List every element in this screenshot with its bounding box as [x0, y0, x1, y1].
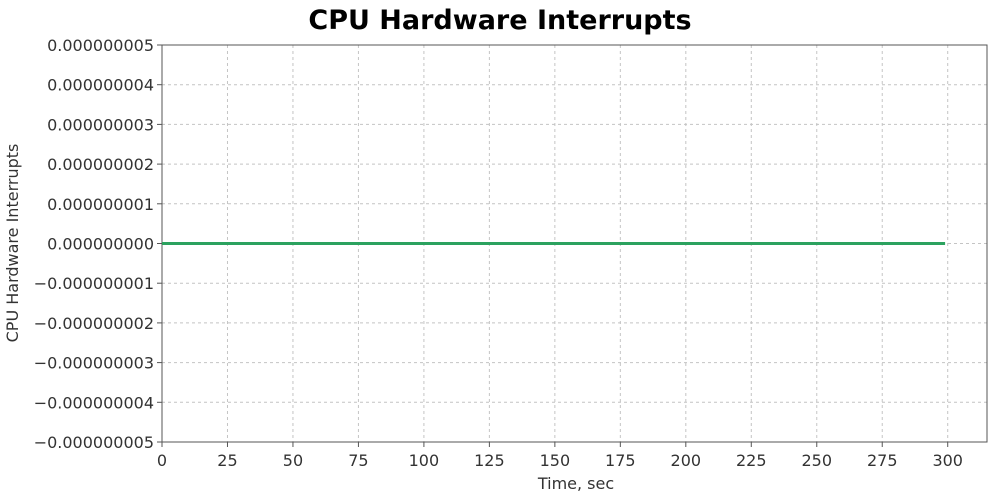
y-tick-label: 0.000000005: [47, 36, 154, 55]
y-tick-label: −0.000000005: [34, 433, 154, 452]
x-tick-label: 100: [409, 451, 440, 470]
y-tick-label: −0.000000001: [34, 274, 154, 293]
y-tick-label: 0.000000000: [47, 235, 154, 254]
y-tick-label: 0.000000004: [47, 76, 154, 95]
x-tick-label: 75: [348, 451, 368, 470]
x-tick-label: 250: [801, 451, 832, 470]
y-axis-label: CPU Hardware Interrupts: [3, 144, 22, 343]
x-tick-label: 50: [283, 451, 303, 470]
x-tick-label: 225: [736, 451, 767, 470]
x-tick-label: 175: [605, 451, 636, 470]
x-axis-label: Time, sec: [537, 474, 614, 493]
y-axis-ticks: 0.000000005 0.000000004 0.000000003 0.00000…: [34, 36, 162, 452]
y-tick-label: 0.000000001: [47, 195, 154, 214]
y-tick-label: −0.000000002: [34, 314, 154, 333]
x-tick-label: 200: [671, 451, 702, 470]
x-axis-ticks: 0 25 50 75 100 125 150 175 200 225 250 275 300: [157, 442, 963, 470]
x-tick-label: 25: [217, 451, 237, 470]
x-tick-label: 150: [540, 451, 571, 470]
y-tick-label: −0.000000004: [34, 393, 154, 412]
y-tick-label: 0.000000002: [47, 155, 154, 174]
chart-title: CPU Hardware Interrupts: [308, 5, 691, 36]
x-tick-label: 300: [932, 451, 963, 470]
y-tick-label: 0.000000003: [47, 115, 154, 134]
x-tick-label: 125: [474, 451, 505, 470]
x-tick-label: 0: [157, 451, 167, 470]
x-tick-label: 275: [867, 451, 898, 470]
y-tick-label: −0.000000003: [34, 354, 154, 373]
